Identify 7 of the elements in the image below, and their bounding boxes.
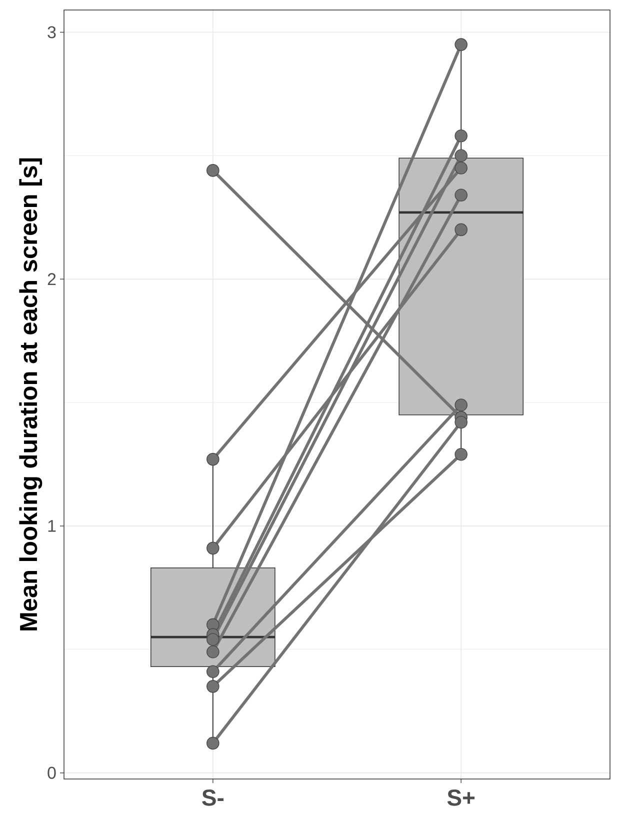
y-tick-label: 1 (48, 520, 56, 532)
x-tick-label: S- (202, 790, 224, 806)
y-tick-label: 0 (48, 766, 56, 779)
y-tick-label: 2 (48, 273, 56, 286)
x-tick-label: S+ (447, 790, 475, 806)
y-axis-title: Mean looking duration at each screen [s] (19, 158, 42, 630)
y-tick-label: 3 (48, 26, 56, 38)
